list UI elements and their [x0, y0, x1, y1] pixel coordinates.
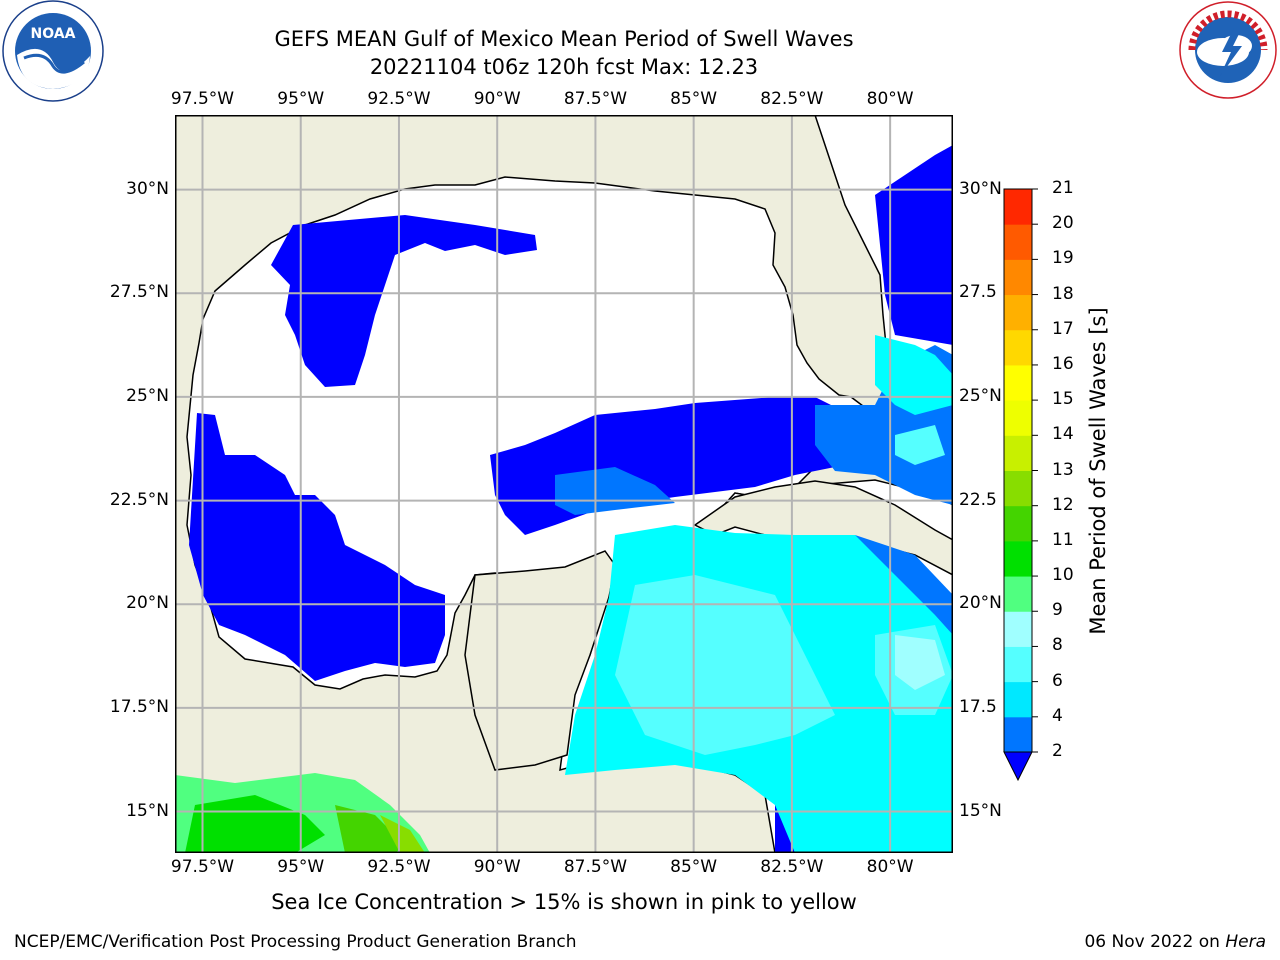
colorbar-segment	[1004, 611, 1032, 647]
noaa-logo: NOAA	[2, 0, 104, 102]
footer-date-text: 06 Nov 2022 on	[1084, 932, 1226, 952]
longitude-label: 95°W	[277, 857, 325, 877]
latitude-label: 17.5°N	[109, 696, 169, 717]
latitude-label: 25°N	[959, 385, 1002, 406]
colorbar-segment	[1004, 716, 1032, 753]
colorbar-tick-label: 2	[1052, 741, 1063, 761]
colorbar-tick-label: 9	[1052, 600, 1063, 621]
latitude-label: 22.5°N	[109, 489, 169, 510]
latitude-label: 20°N	[959, 593, 1002, 614]
longitude-label: 82.5°W	[760, 89, 824, 109]
longitude-label: 87.5°W	[563, 857, 628, 877]
longitude-label: 80°W	[866, 857, 914, 877]
noaa-logo-text: NOAA	[31, 26, 76, 42]
longitude-label: 92.5°W	[367, 89, 431, 109]
colorbar-tick-label: 19	[1052, 248, 1074, 269]
latitude-label: 22.5	[959, 489, 997, 510]
colorbar-segment	[1004, 576, 1032, 612]
footer-machine: Hera	[1225, 932, 1266, 952]
chart-subtitle: 20221104 t06z 120h fcst Max: 12.23	[369, 55, 759, 79]
colorbar-tick-label: 15	[1052, 389, 1074, 410]
latitude-label: 25°N	[126, 385, 169, 406]
longitude-label: 90°W	[473, 89, 521, 109]
colorbar-segment	[1004, 540, 1032, 577]
sea-ice-note: Sea Ice Concentration > 15% is shown in …	[271, 890, 857, 914]
colorbar-tick-label: 18	[1052, 283, 1074, 304]
latitude-label: 17.5	[959, 696, 997, 717]
latitude-label: 30°N	[959, 178, 1002, 199]
longitude-label: 85°W	[670, 857, 718, 877]
graticule	[175, 115, 953, 853]
national-weather-service-logo	[1179, 1, 1277, 99]
colorbar-segment	[1004, 400, 1032, 436]
longitude-label: 97.5°W	[170, 89, 235, 109]
colorbar-tick-label: 16	[1052, 353, 1074, 374]
colorbar-tick-label: 12	[1052, 494, 1074, 515]
longitude-label: 97.5°W	[170, 857, 235, 877]
colorbar-tick-label: 21	[1052, 178, 1074, 198]
longitude-label: 95°W	[277, 89, 325, 109]
latitude-label: 20°N	[126, 593, 169, 614]
colorbar-tick-label: 11	[1052, 529, 1074, 550]
map-panel	[175, 115, 953, 853]
colorbar-tick-label: 6	[1052, 670, 1063, 691]
colorbar-tick-label: 17	[1052, 318, 1074, 339]
longitude-label: 82.5°W	[760, 857, 824, 877]
colorbar-segment	[1004, 189, 1032, 225]
swell-field-pale-cyan	[895, 635, 945, 690]
colorbar-segment	[1004, 294, 1032, 331]
latitude-label: 30°N	[126, 178, 169, 199]
map-frame	[175, 115, 953, 853]
colorbar-segment	[1004, 435, 1032, 471]
longitude-label: 90°W	[473, 857, 521, 877]
colorbar-tick-label: 8	[1052, 635, 1063, 656]
colorbar-tick-label: 20	[1052, 213, 1074, 234]
latitude-label: 15°N	[959, 800, 1002, 821]
colorbar-under-arrow	[1003, 751, 1033, 782]
longitude-label: 92.5°W	[367, 857, 431, 877]
colorbar-label: Mean Period of Swell Waves [s]	[1086, 307, 1110, 635]
colorbar-segment	[1004, 470, 1032, 507]
colorbar-segment	[1004, 364, 1032, 401]
colorbar-tick-label: 13	[1052, 459, 1074, 480]
colorbar-segment	[1004, 681, 1032, 718]
latitude-label: 27.5°N	[109, 282, 169, 303]
longitude-label: 85°W	[670, 89, 718, 109]
cuba	[693, 480, 953, 576]
chart-title: GEFS MEAN Gulf of Mexico Mean Period of …	[274, 27, 854, 51]
colorbar-tick-label: 4	[1052, 705, 1063, 726]
latitude-label: 27.5	[959, 282, 997, 303]
yucatan	[464, 550, 616, 771]
footer-credit: NCEP/EMC/Verification Post Processing Pr…	[14, 932, 577, 952]
colorbar-tick-label: 10	[1052, 565, 1074, 586]
colorbar-segment	[1004, 505, 1032, 542]
colorbar-segment	[1004, 224, 1032, 260]
longitude-label: 87.5°W	[563, 89, 628, 109]
colorbar-tick-label: 14	[1052, 424, 1074, 445]
longitude-label: 80°W	[866, 89, 914, 109]
footer-date: 06 Nov 2022 on Hera	[1084, 932, 1266, 952]
colorbar-segment	[1004, 646, 1032, 683]
colorbar-segment	[1004, 329, 1032, 366]
colorbar-segment	[1004, 259, 1032, 296]
latitude-label: 15°N	[126, 800, 169, 821]
swell-field-green	[175, 773, 430, 853]
colorbar	[1003, 188, 1038, 782]
